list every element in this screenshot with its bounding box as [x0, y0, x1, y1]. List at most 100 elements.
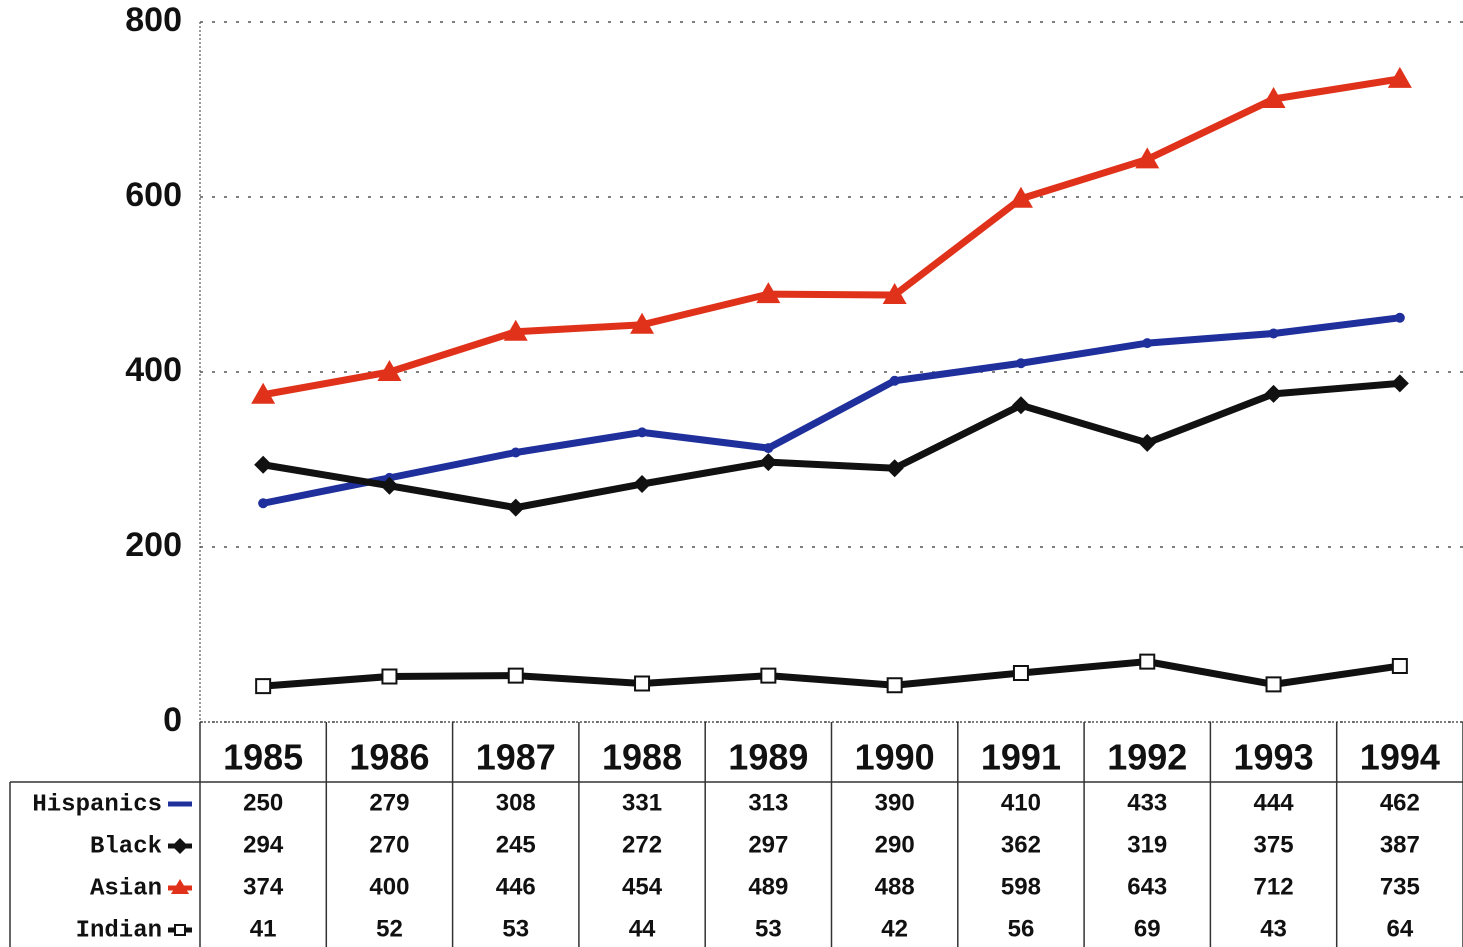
marker [763, 443, 774, 454]
legend-label: Hispanics [32, 791, 162, 818]
marker [1135, 147, 1160, 169]
table-cell: 331 [622, 789, 662, 816]
table-cell: 52 [376, 915, 403, 942]
marker [251, 382, 276, 404]
y-tick-label: 0 [163, 701, 182, 739]
x-tick-label: 1994 [1360, 737, 1440, 778]
marker [1391, 658, 1408, 674]
marker [1261, 87, 1286, 108]
marker [381, 668, 398, 685]
table-cell: 56 [1008, 915, 1035, 942]
legend-marker [174, 924, 186, 936]
table-cell: 462 [1380, 789, 1420, 816]
legend-label: Indian [76, 917, 162, 944]
table-cell: 488 [875, 873, 915, 900]
marker [1011, 396, 1030, 415]
table-cell: 446 [496, 873, 536, 900]
x-tick-label: 1992 [1107, 737, 1187, 778]
table-cell: 270 [369, 831, 409, 858]
table-cell: 64 [1386, 915, 1413, 942]
table-cell: 44 [629, 915, 656, 942]
table-cell: 319 [1127, 831, 1167, 858]
table-cell: 308 [496, 789, 536, 816]
table-cell: 643 [1127, 873, 1167, 900]
legend-label: Asian [90, 875, 162, 902]
table-cell: 433 [1127, 789, 1167, 816]
marker [760, 667, 777, 684]
marker [1012, 665, 1029, 681]
x-tick-label: 1990 [855, 737, 935, 778]
table-cell: 279 [369, 789, 409, 816]
marker [637, 427, 648, 438]
marker [380, 476, 399, 495]
table-cell: 43 [1260, 915, 1287, 942]
marker [1015, 358, 1026, 369]
table-cell: 245 [496, 831, 536, 858]
marker [1387, 66, 1412, 88]
legend-marker [171, 879, 189, 894]
marker [634, 675, 651, 692]
table-cell: 387 [1380, 831, 1420, 858]
table-cell: 290 [875, 831, 915, 858]
marker [1264, 384, 1283, 403]
marker [1142, 338, 1153, 349]
marker [1008, 186, 1033, 208]
table-cell: 489 [748, 873, 788, 900]
marker [759, 453, 778, 472]
x-tick-label: 1988 [602, 737, 682, 778]
marker [507, 667, 524, 684]
table-cell: 444 [1254, 789, 1295, 816]
marker [1390, 374, 1409, 393]
series-line [262, 314, 1401, 507]
marker [882, 283, 907, 304]
x-tick-label: 1993 [1234, 737, 1314, 778]
marker [1265, 676, 1282, 693]
series-line [262, 75, 1401, 399]
marker [1138, 433, 1157, 452]
table-cell: 712 [1254, 873, 1294, 900]
legend-marker [172, 838, 188, 854]
marker [377, 360, 402, 381]
table-cell: 598 [1001, 873, 1041, 900]
y-tick-label: 200 [125, 526, 182, 564]
legend-label: Black [90, 833, 162, 860]
marker [1268, 328, 1279, 339]
table-cell: 297 [748, 831, 788, 858]
table-cell: 362 [1001, 831, 1041, 858]
table-cell: 390 [875, 789, 915, 816]
marker [630, 312, 655, 334]
marker [886, 677, 903, 694]
table-cell: 735 [1380, 873, 1420, 900]
marker [254, 455, 273, 474]
marker [506, 498, 525, 517]
table-cell: 374 [243, 873, 284, 900]
table-cell: 410 [1001, 789, 1041, 816]
series-line [262, 379, 1401, 512]
series-line [262, 658, 1401, 690]
x-tick-label: 1991 [981, 737, 1061, 778]
marker [889, 375, 900, 386]
y-tick-label: 600 [125, 176, 182, 214]
table-cell: 400 [369, 873, 409, 900]
marker [1394, 312, 1405, 323]
table-cell: 375 [1254, 831, 1294, 858]
table-cell: 313 [748, 789, 788, 816]
marker [1139, 653, 1156, 670]
marker [885, 459, 904, 478]
table-cell: 42 [881, 915, 908, 942]
x-tick-label: 1989 [728, 737, 808, 778]
table-cell: 294 [243, 831, 284, 858]
x-tick-label: 1985 [223, 737, 303, 778]
table-cell: 41 [250, 915, 277, 942]
table-cell: 69 [1134, 915, 1161, 942]
table-cell: 250 [243, 789, 283, 816]
marker [510, 447, 521, 458]
marker [503, 319, 528, 341]
marker [756, 282, 781, 304]
marker [258, 498, 269, 509]
x-tick-label: 1986 [349, 737, 429, 778]
table-cell: 53 [755, 915, 782, 942]
marker [633, 475, 652, 493]
marker [255, 678, 272, 695]
